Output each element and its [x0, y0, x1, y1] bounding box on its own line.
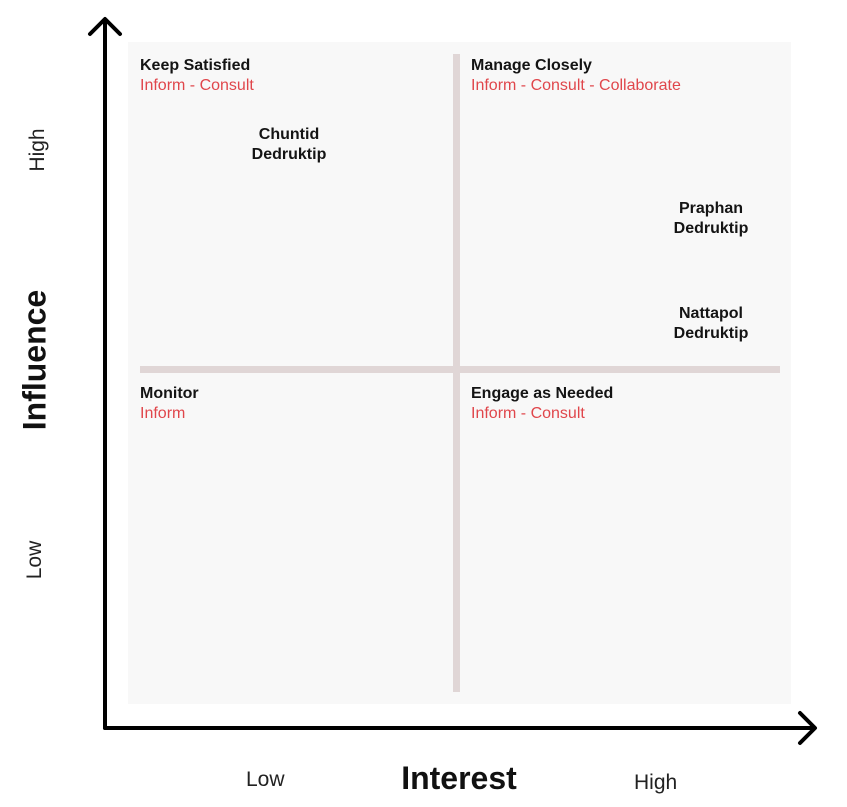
horizontal-divider — [140, 366, 780, 373]
y-axis-title: Influence — [16, 289, 53, 431]
stakeholder-chuntid: Chuntid Dedruktip — [252, 125, 327, 165]
stakeholder-last-name: Dedruktip — [673, 220, 749, 237]
stakeholder-first-name: Chuntid — [258, 126, 320, 143]
quadrant-engage-as-needed: Engage as Needed Inform - Consult — [471, 384, 613, 424]
stakeholder-first-name: Praphan — [678, 200, 744, 217]
y-axis-low-label: Low — [23, 540, 46, 580]
quadrant-title: Monitor — [140, 385, 199, 402]
quadrant-actions: Inform - Consult — [471, 405, 585, 422]
stakeholder-last-name: Dedruktip — [673, 325, 749, 342]
quadrant-manage-closely: Manage Closely Inform - Consult - Collab… — [471, 56, 681, 96]
y-axis-arrow-icon — [88, 17, 122, 36]
stakeholder-first-name: Nattapol — [678, 305, 743, 322]
quadrant-actions: Inform - Consult - Collaborate — [471, 77, 681, 94]
stakeholder-last-name: Dedruktip — [251, 146, 327, 163]
y-axis-high-label: High — [26, 128, 49, 172]
vertical-divider — [453, 54, 460, 692]
quadrant-actions: Inform — [140, 405, 186, 422]
x-axis-low-label: Low — [246, 768, 285, 791]
quadrant-monitor: Monitor Inform — [140, 384, 199, 424]
quadrant-title: Manage Closely — [471, 57, 592, 74]
x-axis-arrow-icon — [798, 711, 817, 745]
stakeholder-praphan: Praphan Dedruktip — [674, 199, 749, 239]
x-axis-title: Interest — [401, 760, 517, 796]
x-axis-high-label: High — [634, 771, 678, 794]
quadrant-title: Engage as Needed — [471, 385, 614, 402]
quadrant-title: Keep Satisfied — [140, 57, 251, 74]
quadrant-actions: Inform - Consult — [140, 77, 254, 94]
stakeholder-nattapol: Nattapol Dedruktip — [674, 304, 749, 344]
quadrant-keep-satisfied: Keep Satisfied Inform - Consult — [140, 56, 254, 96]
